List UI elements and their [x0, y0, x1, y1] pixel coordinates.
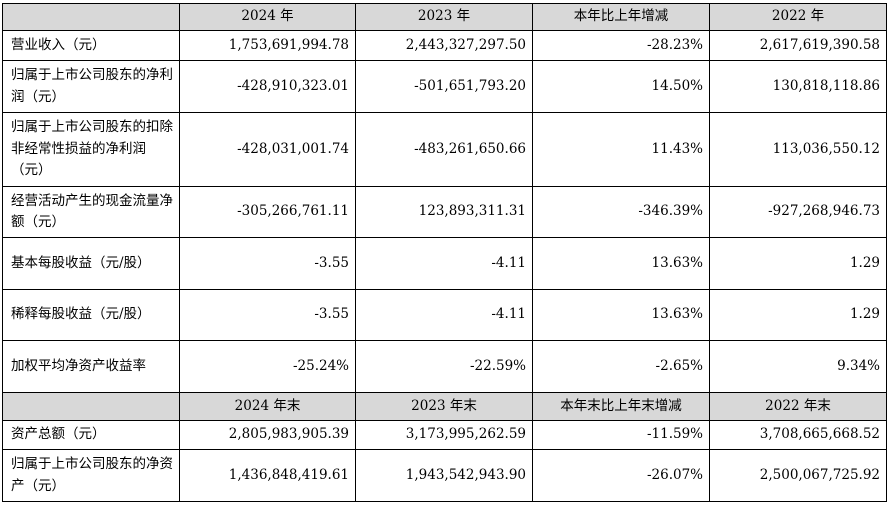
table-row: 资产总额（元） 2,805,983,905.39 3,173,995,262.5… [2, 420, 887, 450]
value-cell: -305,266,761.11 [179, 186, 356, 238]
value-cell: -25.24% [179, 340, 356, 393]
row-label: 加权平均净资产收益率 [2, 340, 180, 393]
header-year-end-2022: 2022 年末 [709, 392, 887, 421]
table-header-row: 2024 年 2023 年 本年比上年增减 2022 年 [2, 3, 887, 31]
value-cell: -4.11 [355, 289, 533, 341]
value-cell: 113,036,550.12 [709, 112, 887, 187]
value-cell: -428,031,001.74 [179, 112, 356, 187]
row-label: 营业收入（元） [2, 30, 180, 61]
row-label: 归属于上市公司股东的净资产（元） [2, 449, 180, 502]
value-cell: 1,943,542,943.90 [355, 449, 533, 502]
table-row: 归属于上市公司股东的净资产（元） 1,436,848,419.61 1,943,… [2, 449, 887, 502]
value-cell: 2,805,983,905.39 [179, 420, 356, 450]
table-row: 营业收入（元） 1,753,691,994.78 2,443,327,297.5… [2, 30, 887, 61]
header-year-2024: 2024 年 [179, 3, 356, 31]
value-cell: 123,893,311.31 [355, 186, 533, 238]
financial-data-table: 2024 年 2023 年 本年比上年增减 2022 年 营业收入（元） 1,7… [2, 3, 887, 502]
row-label: 归属于上市公司股东的扣除非经常性损益的净利润（元） [2, 112, 180, 187]
row-label: 经营活动产生的现金流量净额（元） [2, 186, 180, 238]
value-cell: 2,500,067,725.92 [709, 449, 887, 502]
value-cell: 9.34% [709, 340, 887, 393]
value-cell: 2,617,619,390.58 [709, 30, 887, 61]
table-row: 基本每股收益（元/股） -3.55 -4.11 13.63% 1.29 [2, 237, 887, 290]
table-row: 归属于上市公司股东的净利润（元） -428,910,323.01 -501,65… [2, 60, 887, 113]
header-year-2022: 2022 年 [709, 3, 887, 31]
header-year-end-2024: 2024 年末 [179, 392, 356, 421]
value-cell: 13.63% [532, 237, 710, 290]
table-row: 稀释每股收益（元/股） -3.55 -4.11 13.63% 1.29 [2, 289, 887, 341]
value-cell: -927,268,946.73 [709, 186, 887, 238]
value-cell: 1.29 [709, 237, 887, 290]
value-cell: -3.55 [179, 237, 356, 290]
value-cell: -4.11 [355, 237, 533, 290]
value-cell: -22.59% [355, 340, 533, 393]
row-label: 基本每股收益（元/股） [2, 237, 180, 290]
value-cell: -501,651,793.20 [355, 60, 533, 113]
value-cell: 1,436,848,419.61 [179, 449, 356, 502]
value-cell: 2,443,327,297.50 [355, 30, 533, 61]
table-row: 加权平均净资产收益率 -25.24% -22.59% -2.65% 9.34% [2, 340, 887, 393]
header-corner-cell [2, 3, 180, 31]
value-cell: -3.55 [179, 289, 356, 341]
value-cell: 3,708,665,668.52 [709, 420, 887, 450]
value-cell: -28.23% [532, 30, 710, 61]
value-cell: 11.43% [532, 112, 710, 187]
value-cell: 14.50% [532, 60, 710, 113]
value-cell: -428,910,323.01 [179, 60, 356, 113]
row-label: 归属于上市公司股东的净利润（元） [2, 60, 180, 113]
value-cell: 1.29 [709, 289, 887, 341]
header-year-end-2023: 2023 年末 [355, 392, 533, 421]
value-cell: -26.07% [532, 449, 710, 502]
header-year-2023: 2023 年 [355, 3, 533, 31]
table-row: 经营活动产生的现金流量净额（元） -305,266,761.11 123,893… [2, 186, 887, 238]
value-cell: -346.39% [532, 186, 710, 238]
row-label: 资产总额（元） [2, 420, 180, 450]
header-year-end-change: 本年末比上年末增减 [532, 392, 710, 421]
value-cell: -2.65% [532, 340, 710, 393]
row-label: 稀释每股收益（元/股） [2, 289, 180, 341]
header-yoy-change: 本年比上年增减 [532, 3, 710, 31]
table-row: 归属于上市公司股东的扣除非经常性损益的净利润（元） -428,031,001.7… [2, 112, 887, 187]
value-cell: -11.59% [532, 420, 710, 450]
value-cell: -483,261,650.66 [355, 112, 533, 187]
value-cell: 3,173,995,262.59 [355, 420, 533, 450]
value-cell: 130,818,118.86 [709, 60, 887, 113]
table-header-row: 2024 年末 2023 年末 本年末比上年末增减 2022 年末 [2, 392, 887, 421]
value-cell: 1,753,691,994.78 [179, 30, 356, 61]
value-cell: 13.63% [532, 289, 710, 341]
header-corner-cell [2, 392, 180, 421]
